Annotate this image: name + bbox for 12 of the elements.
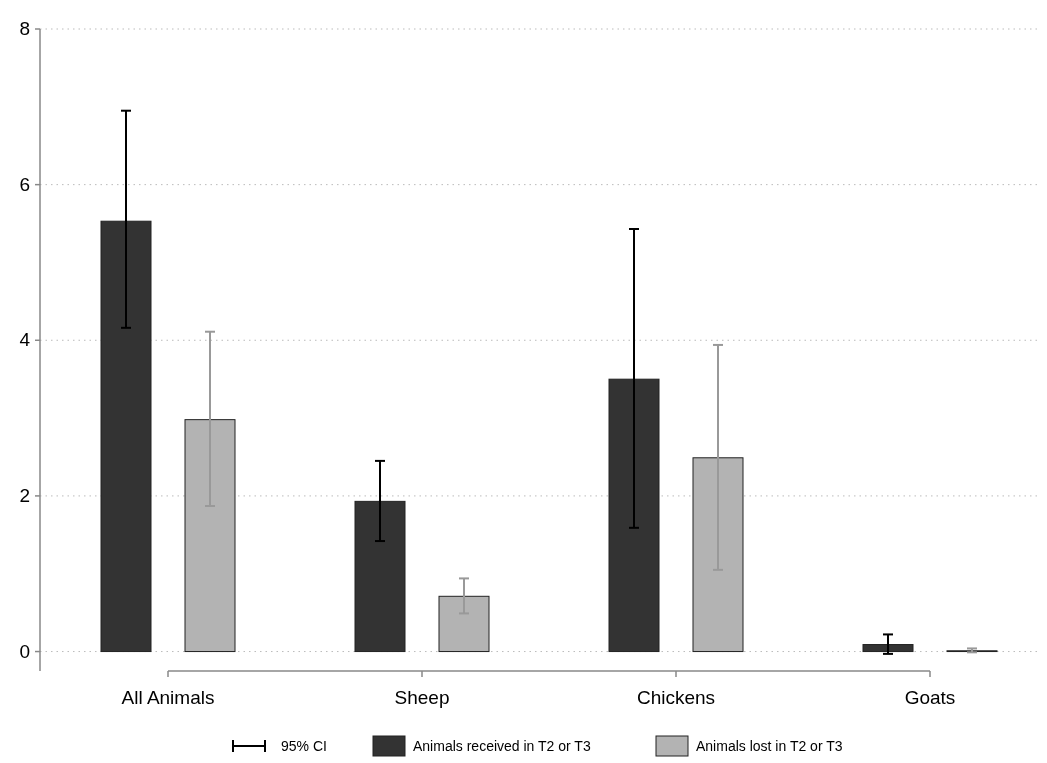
x-tick-label: Goats xyxy=(904,687,956,708)
y-tick-label: 4 xyxy=(19,329,31,351)
text: 95% CI xyxy=(281,738,327,754)
y-tick-label: 8 xyxy=(19,18,30,39)
y-tick-label: 6 xyxy=(19,173,30,195)
x-tick-label: All Animals xyxy=(121,687,215,708)
x-tick-label: Chickens xyxy=(636,687,716,708)
y-tick-label: 0 xyxy=(19,640,30,662)
legend-label: Animals received in T2 or T3 xyxy=(413,738,591,754)
legend-label: Animals lost in T2 or T3 xyxy=(696,738,843,754)
y-tick-label: 2 xyxy=(19,484,30,506)
x-tick-label: Sheep xyxy=(394,687,450,708)
